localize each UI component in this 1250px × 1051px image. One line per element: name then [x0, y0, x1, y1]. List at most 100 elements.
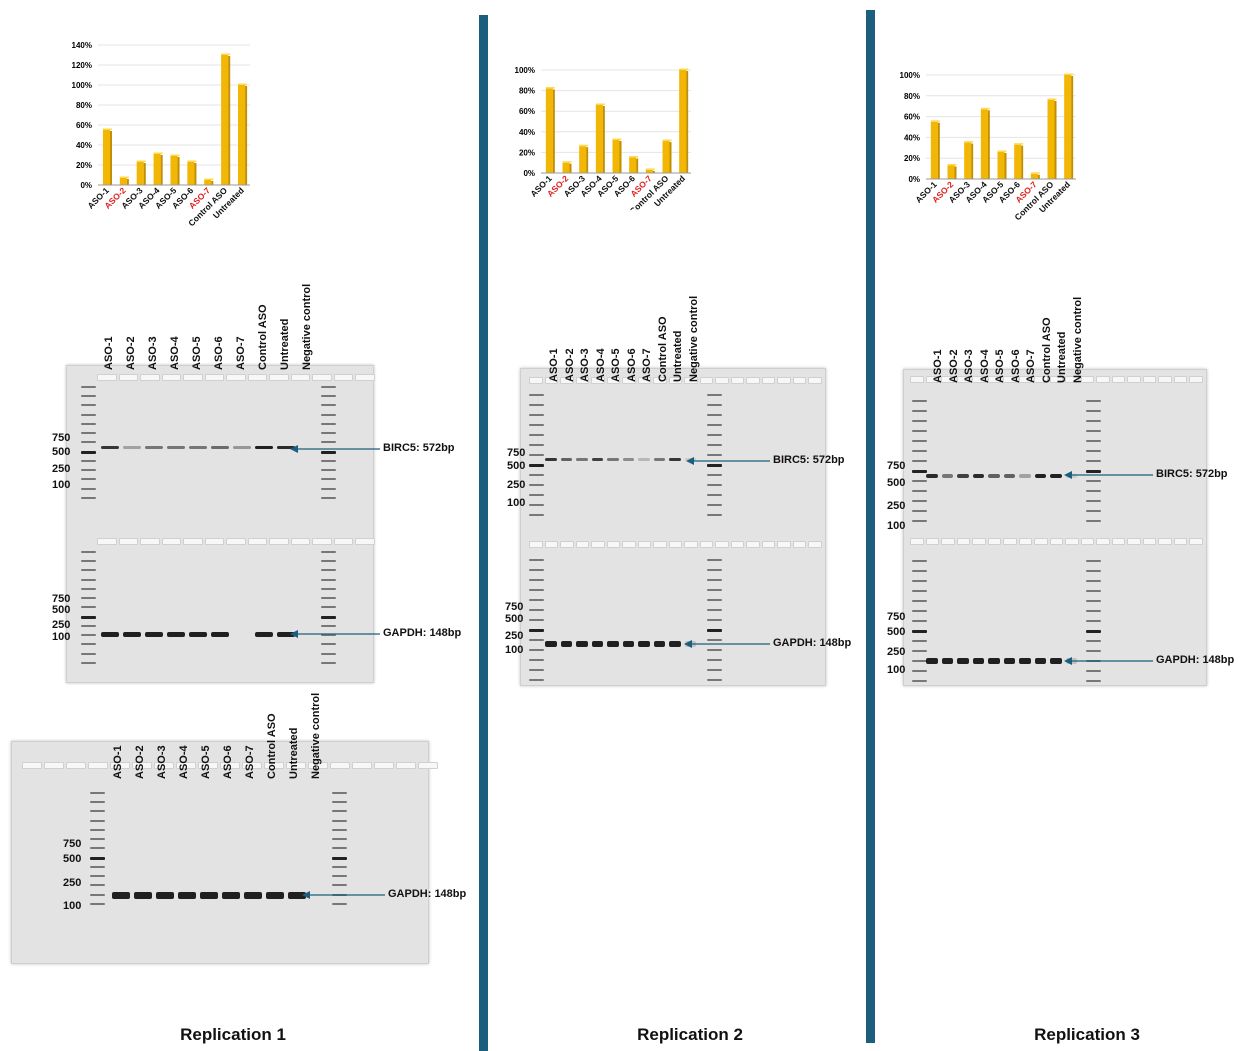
ladder-band: [529, 579, 544, 581]
bar-top: [562, 161, 572, 163]
gel-well: [622, 541, 636, 548]
ladder-band: [529, 434, 544, 436]
ladder-band: [707, 434, 722, 436]
ladder-band: [81, 450, 96, 454]
ladder-band: [912, 450, 927, 452]
gel-well: [653, 541, 667, 548]
band-size-label: BIRC5: 572bp: [383, 442, 455, 454]
ladder-band: [707, 599, 722, 601]
bar: [930, 120, 940, 179]
ladder-band: [90, 792, 105, 794]
ladder-size-label: 500: [52, 446, 71, 458]
gel-band: [255, 632, 273, 637]
ladder-band: [912, 410, 927, 412]
bar: [997, 150, 1007, 179]
bar-side: [1071, 76, 1074, 179]
ladder-band: [707, 514, 722, 516]
bar-top: [102, 128, 112, 130]
gel-band: [957, 658, 969, 664]
ladder-band: [707, 444, 722, 446]
gel-lane-label: ASO-5: [610, 348, 622, 382]
ladder-band: [332, 819, 347, 822]
gel-well: [312, 374, 332, 381]
bar-front: [645, 169, 653, 173]
ladder-band: [529, 424, 544, 426]
ladder-band: [332, 847, 347, 850]
bar-side: [954, 166, 957, 179]
ladder-size-label: 250: [887, 500, 906, 512]
gel-lane-label: ASO-4: [169, 336, 181, 370]
ladder-band: [529, 504, 544, 506]
ladder-band: [321, 386, 336, 388]
band-size-label: BIRC5: 572bp: [773, 454, 845, 466]
gel-band: [1019, 658, 1031, 664]
gel-band: [988, 658, 1000, 664]
ladder-band: [1086, 560, 1101, 562]
gel-well: [544, 541, 558, 548]
ladder-band: [707, 639, 722, 641]
ladder-size-label: 500: [507, 460, 526, 472]
ladder-band: [321, 395, 336, 398]
ladder-band: [81, 432, 96, 435]
gel-well: [777, 541, 791, 548]
gel-well: [1018, 538, 1032, 545]
gel-well: [396, 762, 416, 769]
ladder-band: [321, 496, 336, 499]
ladder-band: [332, 792, 347, 794]
ladder-band: [1086, 580, 1101, 582]
ladder-size-label: 750: [887, 611, 906, 623]
gel-well: [972, 376, 986, 383]
ladder-band: [529, 559, 544, 561]
ladder-band: [90, 856, 105, 860]
ladder-band: [1086, 600, 1101, 602]
bar: [579, 144, 589, 173]
ladder-band: [1086, 420, 1101, 422]
gel-well: [140, 538, 160, 545]
ladder-band: [321, 432, 336, 435]
bar-top: [119, 176, 129, 178]
gel-lane-label: Control ASO: [656, 316, 669, 382]
gel-well: [132, 762, 152, 769]
bar-front: [562, 162, 570, 173]
gel-well: [910, 376, 924, 383]
bar-front: [153, 154, 161, 185]
gel-band: [211, 632, 229, 637]
ladder-band: [321, 469, 336, 472]
bar-side: [1004, 152, 1007, 179]
gel-band: [1050, 658, 1062, 664]
gel-lane-label: ASO-2: [125, 336, 137, 370]
bar-top: [238, 83, 248, 85]
gel-lane-label: ASO-2: [134, 745, 146, 779]
ladder-band: [321, 478, 336, 481]
ladder-band: [912, 510, 927, 512]
ladder-band: [1086, 480, 1101, 482]
gel-band: [591, 641, 603, 647]
ladder-band: [912, 520, 927, 522]
bar-front: [136, 162, 144, 185]
caption-replication-1: Replication 1: [180, 1025, 286, 1044]
gel-well: [1065, 376, 1079, 383]
ladder-band: [912, 590, 927, 592]
y-tick-label: 40%: [76, 141, 92, 150]
gel-band: [607, 641, 619, 647]
ladder-band: [529, 394, 544, 396]
gel-band: [988, 474, 1000, 478]
gel-well: [176, 762, 196, 769]
gel-band: [167, 632, 185, 637]
bar-front: [545, 88, 553, 173]
bar: [1047, 98, 1057, 179]
gel-well: [987, 376, 1001, 383]
ladder-band: [707, 679, 722, 681]
gel-lane-label: ASO-4: [594, 348, 607, 382]
ladder-band: [321, 487, 336, 490]
gel-band: [123, 446, 141, 449]
bar-front: [221, 55, 229, 185]
gel-well: [1080, 376, 1094, 383]
bar-side: [619, 141, 622, 173]
gel-well: [941, 376, 955, 383]
ladder-size-label: 250: [507, 479, 526, 491]
gel-band: [622, 641, 634, 647]
ladder-band: [707, 629, 722, 632]
bar-chart-replication-1: 0%20%40%60%80%100%120%140%ASO-1ASO-2ASO-…: [72, 41, 250, 228]
bar-top: [679, 68, 689, 70]
